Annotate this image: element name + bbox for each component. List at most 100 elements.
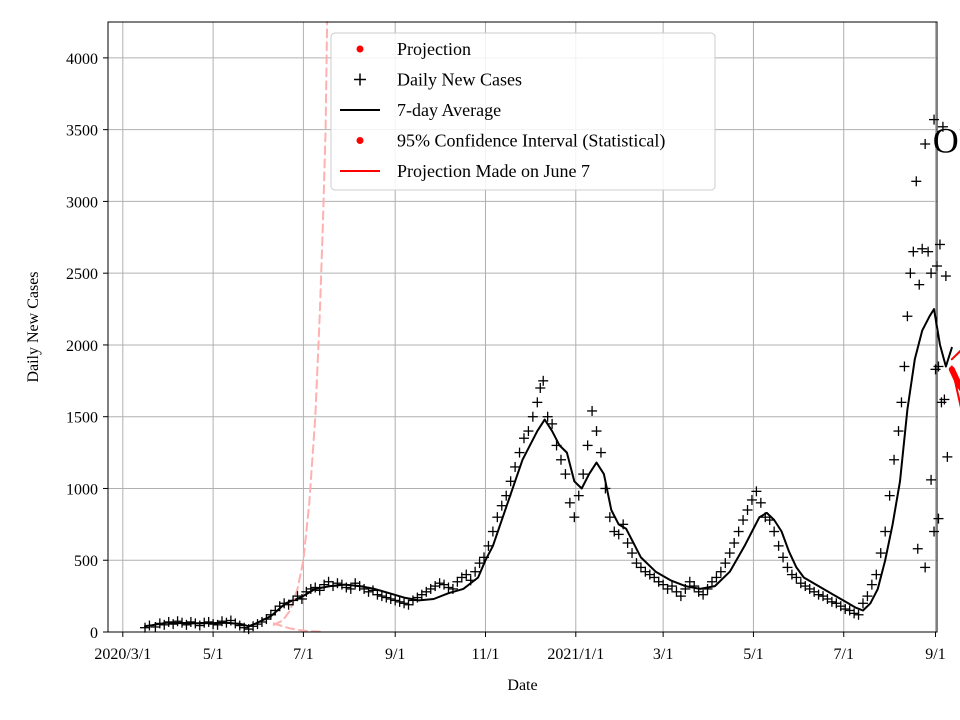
daily-case-point [893,426,904,437]
x-tick-label: 9/1 [925,646,945,663]
series-line-projection-made-on-june-7-lower- [950,365,960,409]
daily-case-point [875,548,886,559]
daily-case-point [849,608,860,619]
x-tick-label: 7/1 [834,646,854,663]
daily-case-point [390,595,401,606]
daily-case-point [345,583,356,594]
daily-case-point [905,268,916,279]
daily-case-point [600,483,611,494]
daily-case-point [866,579,877,590]
daily-case-point [163,616,174,627]
daily-case-point [199,617,210,628]
daily-case-point [896,397,907,408]
daily-case-point [911,176,922,187]
daily-case-point [702,583,713,594]
series-line-7-day-average [144,308,953,628]
legend: Projection Daily New Cases 7-day Average 95… [330,32,716,191]
series-line-earlier-projection-pink-upper- [272,21,329,626]
daily-case-point [733,526,744,537]
y-tick-label: 4000 [66,51,98,68]
daily-case-point [933,361,944,372]
daily-case-point [230,618,241,629]
y-tick-label: 1500 [66,410,98,427]
daily-case-point [560,469,571,480]
daily-case-point [332,578,343,589]
daily-case-point [857,598,868,609]
daily-case-point [542,411,553,422]
daily-case-point [208,619,219,630]
daily-case-point [595,447,606,458]
daily-case-point [764,515,775,526]
legend-label: Projection [397,39,471,59]
daily-case-point [917,243,928,254]
daily-case-point [140,622,151,633]
x-axis-label: Date [507,677,537,694]
legend-item: 7-day Average [340,100,501,120]
daily-case-point [527,411,538,422]
daily-case-point [314,585,325,596]
daily-case-point [452,576,463,587]
daily-case-point [773,540,784,551]
legend-label: 95% Confidence Interval (Statistical) [397,131,665,152]
daily-case-point [177,617,188,628]
daily-case-point [899,361,910,372]
daily-case-point [929,526,940,537]
daily-case-point [461,569,472,580]
scatter-layer [140,114,953,635]
daily-case-point [853,609,864,620]
x-tick-label: 9/1 [385,646,405,663]
daily-case-point [203,616,214,627]
daily-case-point [729,538,740,549]
daily-case-point [940,271,951,282]
x-tick-label: 5/1 [743,646,763,663]
daily-case-point [908,246,919,257]
daily-case-point [514,447,525,458]
daily-case-point [871,569,882,580]
x-tick-label: 3/1 [653,646,673,663]
legend-dot-marker [356,137,364,144]
daily-case-point [296,593,307,604]
daily-case-point [880,526,891,537]
daily-case-point [341,582,352,593]
y-tick-label: 3000 [66,194,98,211]
daily-case-point [751,486,762,497]
daily-case-point [505,476,516,487]
daily-case-point [523,426,534,437]
daily-case-point [470,566,481,577]
y-axis-label: Daily New Cases [25,271,42,382]
daily-case-point [604,512,615,523]
daily-case-point [840,604,851,615]
daily-case-point [724,548,735,559]
daily-case-point [154,618,165,629]
daily-case-point [627,548,638,559]
daily-case-point [939,394,950,405]
daily-case-point [706,576,717,587]
daily-case-point [920,562,931,573]
daily-case-point [738,515,749,526]
daily-case-point [902,311,913,322]
daily-case-point [649,572,660,583]
legend-dot-marker [356,45,364,53]
legend-label: 7-day Average [397,100,501,120]
daily-case-point [248,621,259,632]
daily-case-point [923,246,934,257]
daily-case-point [518,433,529,444]
daily-case-point [573,490,584,501]
daily-case-point [591,426,602,437]
legend-label: Projection Made on June 7 [397,161,590,181]
daily-case-point [689,581,700,592]
daily-case-point [283,599,294,610]
daily-case-point [746,494,757,505]
daily-case-point [778,552,789,563]
daily-case-point [535,383,546,393]
legend-item: 95% Confidence Interval (Statistical) [356,131,665,152]
daily-case-point [185,616,196,627]
daily-case-point [926,268,937,279]
daily-case-point [492,512,503,523]
daily-case-point [279,598,290,609]
daily-case-point [618,519,629,530]
y-tick-label: 0 [90,625,98,642]
daily-case-point [667,581,678,592]
